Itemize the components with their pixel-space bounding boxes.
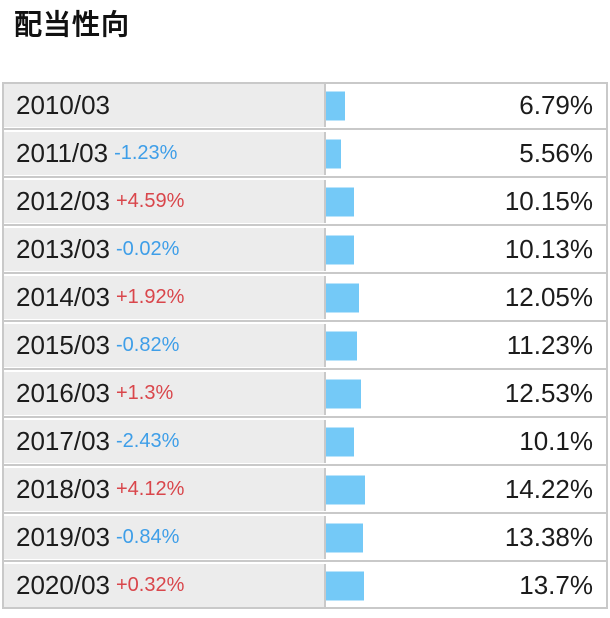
fiscal-year-label: 2020/03 — [16, 570, 110, 600]
fiscal-year-cell: 2012/03 +4.59% — [4, 180, 326, 223]
table-row: 2017/03 -2.43% 10.1% — [4, 420, 606, 463]
payout-value-cell: 13.7% — [326, 564, 606, 607]
change-value: -0.82% — [115, 334, 180, 356]
change-value: -0.84% — [115, 526, 180, 548]
fiscal-year-cell: 2010/03 — [4, 84, 326, 127]
row-divider — [4, 464, 606, 466]
change-value: +1.3% — [115, 382, 174, 404]
table-row: 2019/03 -0.84% 13.38% — [4, 516, 606, 559]
table-row: 2014/03 +1.92% 12.05% — [4, 276, 606, 319]
payout-ratio-bar — [326, 427, 354, 456]
fiscal-year-cell: 2017/03 -2.43% — [4, 420, 326, 463]
change-value: +4.59% — [115, 190, 185, 212]
payout-ratio-bar — [326, 283, 360, 312]
payout-ratio-table: 2010/03 6.79% 2011/03 -1.23% 5.56% 2012/… — [2, 82, 608, 609]
change-value: -0.02% — [115, 238, 180, 260]
change-value: +1.92% — [115, 286, 185, 308]
change-value: +0.32% — [115, 574, 185, 596]
payout-value: 13.38% — [504, 522, 593, 552]
payout-value-cell: 10.13% — [326, 228, 606, 271]
payout-ratio-bar — [326, 523, 363, 552]
table-row: 2015/03 -0.82% 11.23% — [4, 324, 606, 367]
payout-ratio-bar — [326, 139, 342, 168]
fiscal-year-label: 2017/03 — [16, 426, 110, 456]
fiscal-year-cell: 2018/03 +4.12% — [4, 468, 326, 511]
payout-value-cell: 11.23% — [326, 324, 606, 367]
payout-ratio-bar — [326, 91, 345, 120]
row-divider — [4, 512, 606, 514]
fiscal-year-label: 2019/03 — [16, 522, 110, 552]
payout-value-cell: 10.1% — [326, 420, 606, 463]
change-value: +4.12% — [115, 478, 185, 500]
fiscal-year-label: 2016/03 — [16, 378, 110, 408]
table-row: 2013/03 -0.02% 10.13% — [4, 228, 606, 271]
table-row: 2010/03 6.79% — [4, 84, 606, 127]
row-divider — [4, 320, 606, 322]
payout-value-cell: 12.05% — [326, 276, 606, 319]
payout-value: 10.13% — [504, 234, 593, 264]
payout-value-cell: 10.15% — [326, 180, 606, 223]
payout-value-cell: 6.79% — [326, 84, 606, 127]
row-divider — [4, 128, 606, 130]
table-row: 2020/03 +0.32% 13.7% — [4, 564, 606, 607]
payout-value: 13.7% — [519, 570, 593, 600]
fiscal-year-cell: 2014/03 +1.92% — [4, 276, 326, 319]
page-title: 配当性向 — [14, 9, 131, 40]
row-divider — [4, 416, 606, 418]
fiscal-year-label: 2018/03 — [16, 474, 110, 504]
payout-ratio-bar — [326, 235, 354, 264]
fiscal-year-label: 2015/03 — [16, 330, 110, 360]
payout-ratio-bar — [326, 379, 361, 408]
payout-value: 5.56% — [519, 138, 593, 168]
fiscal-year-cell: 2020/03 +0.32% — [4, 564, 326, 607]
table-row: 2018/03 +4.12% 14.22% — [4, 468, 606, 511]
payout-value: 6.79% — [519, 90, 593, 120]
payout-ratio-bar — [326, 475, 366, 504]
payout-value: 14.22% — [504, 474, 593, 504]
table-row: 2012/03 +4.59% 10.15% — [4, 180, 606, 223]
payout-value: 12.53% — [504, 378, 593, 408]
fiscal-year-label: 2013/03 — [16, 234, 110, 264]
fiscal-year-cell: 2013/03 -0.02% — [4, 228, 326, 271]
fiscal-year-label: 2012/03 — [16, 186, 110, 216]
row-divider — [4, 176, 606, 178]
fiscal-year-cell: 2015/03 -0.82% — [4, 324, 326, 367]
fiscal-year-label: 2014/03 — [16, 282, 110, 312]
row-divider — [4, 224, 606, 226]
payout-value-cell: 5.56% — [326, 132, 606, 175]
row-divider — [4, 560, 606, 562]
payout-value: 11.23% — [506, 330, 593, 360]
payout-value-cell: 12.53% — [326, 372, 606, 415]
payout-ratio-bar — [326, 571, 364, 600]
change-value: -2.43% — [115, 430, 180, 452]
payout-value: 10.1% — [519, 426, 593, 456]
table-row: 2016/03 +1.3% 12.53% — [4, 372, 606, 415]
payout-ratio-bar — [326, 187, 354, 216]
change-value: -1.23% — [114, 142, 178, 164]
payout-value-cell: 14.22% — [326, 468, 606, 511]
fiscal-year-cell: 2016/03 +1.3% — [4, 372, 326, 415]
payout-ratio-bar — [326, 331, 357, 360]
row-divider — [4, 368, 606, 370]
fiscal-year-cell: 2019/03 -0.84% — [4, 516, 326, 559]
payout-value: 10.15% — [504, 186, 593, 216]
payout-value: 12.05% — [504, 282, 593, 312]
payout-value-cell: 13.38% — [326, 516, 606, 559]
fiscal-year-label: 2011/03 — [16, 138, 109, 168]
fiscal-year-cell: 2011/03 -1.23% — [4, 132, 326, 175]
table-row: 2011/03 -1.23% 5.56% — [4, 132, 606, 175]
row-divider — [4, 272, 606, 274]
fiscal-year-label: 2010/03 — [16, 90, 110, 120]
